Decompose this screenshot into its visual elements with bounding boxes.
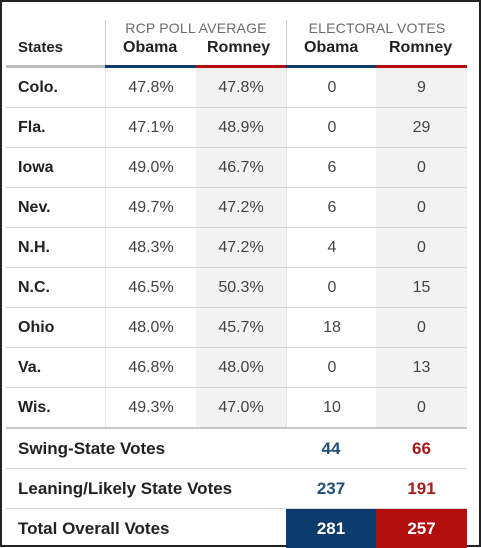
poll-romney-cell: 47.2%	[196, 228, 286, 267]
poll-obama-header: Obama	[123, 39, 178, 56]
state-name: Iowa	[18, 158, 54, 176]
ev-obama-header: Obama	[304, 39, 359, 56]
states-column-header: States	[18, 39, 64, 56]
swing-romney-votes: 66	[412, 438, 431, 458]
ev-obama-cell: 10	[286, 388, 377, 427]
ev-romney-cell: 9	[376, 68, 467, 107]
ev-romney-cell: 29	[376, 108, 467, 147]
poll-romney-cell: 45.7%	[196, 308, 286, 347]
ev-romney-cell: 0	[376, 388, 467, 427]
table-row: Wis. 49.3% 47.0% 10 0	[6, 387, 467, 427]
table-row: Va. 46.8% 48.0% 0 13	[6, 347, 467, 387]
table-row: Colo. 47.8% 47.8% 0 9	[6, 68, 467, 107]
header-divider	[105, 20, 106, 66]
ev-obama-cell: 4	[286, 228, 377, 267]
ev-romney-cell: 0	[376, 228, 467, 267]
ev-obama-cell: 18	[286, 308, 377, 347]
ev-romney-cell: 13	[376, 348, 467, 387]
leaning-obama-votes: 237	[316, 478, 346, 498]
poll-obama-cell: 46.5%	[105, 268, 196, 307]
total-obama-votes: 281	[286, 509, 376, 548]
header-divider	[286, 20, 287, 66]
swing-state-votes-row: Swing-State Votes 44 66	[6, 427, 467, 468]
poll-obama-cell: 49.3%	[105, 388, 196, 427]
poll-romney-header: Romney	[207, 39, 271, 56]
ev-obama-cell: 0	[286, 68, 377, 107]
ev-obama-cell: 0	[286, 108, 377, 147]
poll-romney-cell: 50.3%	[196, 268, 286, 307]
state-rows: Colo. 47.8% 47.8% 0 9 Fla. 47.1% 48.9% 0…	[6, 68, 467, 427]
poll-obama-cell: 46.8%	[105, 348, 196, 387]
poll-obama-cell: 49.0%	[105, 148, 196, 187]
ev-obama-cell: 6	[286, 188, 377, 227]
table-header: States RCP POLL AVERAGE ELECTORAL VOTES …	[6, 6, 467, 68]
poll-romney-cell: 47.2%	[196, 188, 286, 227]
state-name: Nev.	[18, 198, 51, 216]
swing-state-votes-label: Swing-State Votes	[18, 438, 166, 458]
table-row: N.C. 46.5% 50.3% 0 15	[6, 267, 467, 307]
leaning-state-votes-label: Leaning/Likely State Votes	[18, 478, 233, 498]
obama-underline	[286, 65, 376, 68]
table-row: N.H. 48.3% 47.2% 4 0	[6, 227, 467, 267]
state-name: Colo.	[18, 78, 58, 96]
state-name: Va.	[18, 358, 42, 376]
romney-underline	[376, 65, 467, 68]
poll-romney-cell: 47.8%	[196, 68, 286, 107]
ev-romney-cell: 0	[376, 148, 467, 187]
poll-romney-cell: 48.9%	[196, 108, 286, 147]
poll-romney-cell: 48.0%	[196, 348, 286, 387]
state-name: N.H.	[18, 238, 50, 256]
poll-romney-cell: 47.0%	[196, 388, 286, 427]
obama-underline	[105, 65, 196, 68]
leaning-romney-votes: 191	[407, 478, 436, 498]
poll-obama-cell: 47.8%	[105, 68, 196, 107]
total-overall-votes-row: Total Overall Votes 281 257	[6, 508, 467, 548]
ev-romney-cell: 0	[376, 188, 467, 227]
table-row: Iowa 49.0% 46.7% 6 0	[6, 147, 467, 187]
ev-obama-cell: 6	[286, 148, 377, 187]
poll-romney-cell: 46.7%	[196, 148, 286, 187]
electoral-votes-group-header: ELECTORAL VOTES	[308, 20, 446, 36]
leaning-state-votes-row: Leaning/Likely State Votes 237 191	[6, 468, 467, 508]
ev-romney-cell: 0	[376, 308, 467, 347]
poll-obama-cell: 48.3%	[105, 228, 196, 267]
ev-obama-cell: 0	[286, 268, 377, 307]
states-underline	[6, 65, 105, 68]
total-romney-votes: 257	[376, 509, 467, 548]
state-name: Fla.	[18, 118, 46, 136]
poll-obama-cell: 48.0%	[105, 308, 196, 347]
ev-romney-header: Romney	[389, 39, 453, 56]
table-row: Fla. 47.1% 48.9% 0 29	[6, 107, 467, 147]
total-overall-votes-label: Total Overall Votes	[18, 518, 170, 538]
romney-underline	[196, 65, 286, 68]
state-name: N.C.	[18, 278, 50, 296]
ev-romney-cell: 15	[376, 268, 467, 307]
swing-obama-votes: 44	[321, 438, 341, 458]
state-name: Wis.	[18, 398, 51, 416]
poll-average-group-header: RCP POLL AVERAGE	[125, 20, 267, 36]
poll-obama-cell: 49.7%	[105, 188, 196, 227]
ev-obama-cell: 0	[286, 348, 377, 387]
table-row: Nev. 49.7% 47.2% 6 0	[6, 187, 467, 227]
poll-obama-cell: 47.1%	[105, 108, 196, 147]
state-name: Ohio	[18, 318, 55, 336]
table-row: Ohio 48.0% 45.7% 18 0	[6, 307, 467, 347]
results-table: States RCP POLL AVERAGE ELECTORAL VOTES …	[6, 6, 467, 548]
